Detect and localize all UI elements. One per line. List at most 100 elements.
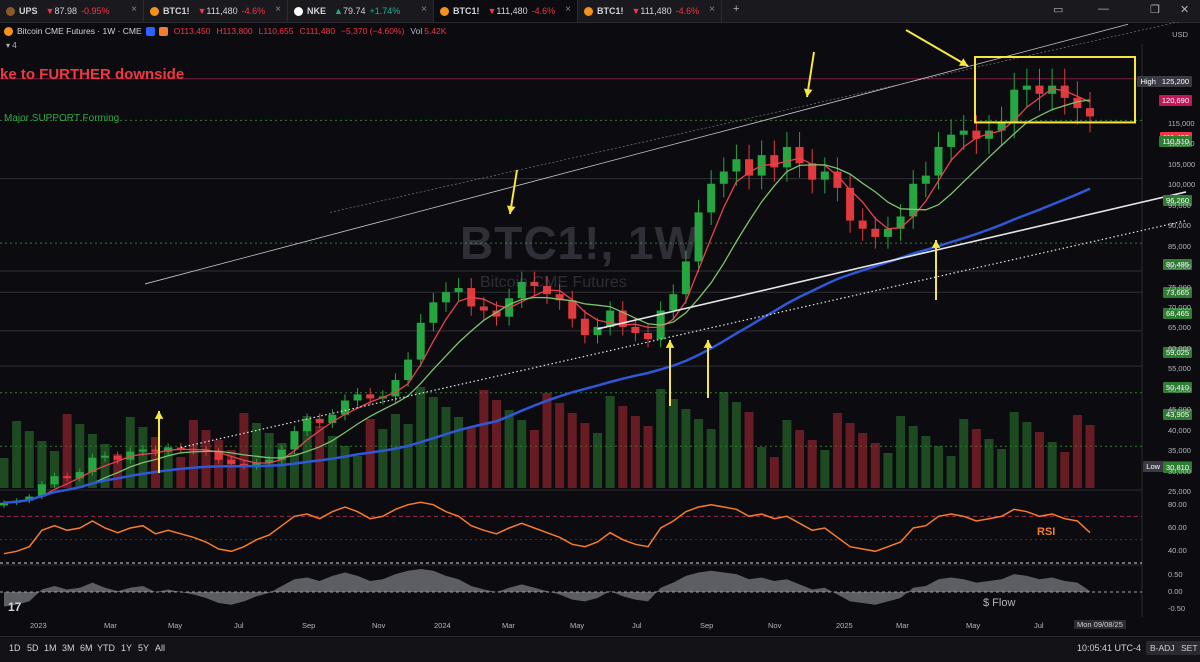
- volume-bar: [62, 414, 72, 488]
- close-tab-icon[interactable]: ×: [275, 4, 281, 15]
- volume-bar: [176, 457, 186, 488]
- price-tick: 90,000: [1168, 221, 1191, 231]
- chart-canvas[interactable]: [0, 22, 1200, 636]
- alert-icon[interactable]: [145, 26, 155, 36]
- price-tick: 85,000: [1168, 241, 1191, 251]
- ema-slow-line: [3, 99, 1091, 504]
- currency-selector[interactable]: USD: [1172, 30, 1188, 39]
- candle-body: [631, 326, 640, 334]
- price-level-label[interactable]: 43,905: [1163, 408, 1192, 420]
- range-button-5d[interactable]: 5D: [27, 643, 39, 653]
- b-adj-button[interactable]: B-ADJ: [1146, 641, 1179, 655]
- volume-bar: [479, 390, 489, 488]
- volume-bar: [454, 417, 464, 488]
- tab-3[interactable]: BTC1! ▼ 111,480 -4.6% ×: [434, 0, 578, 22]
- downside-headline: ke to FURTHER downside: [0, 66, 185, 83]
- close-tab-icon[interactable]: ×: [421, 4, 427, 15]
- range-button-ytd[interactable]: YTD: [97, 643, 115, 653]
- price-level-label[interactable]: 68,465: [1163, 308, 1192, 320]
- price-tick: 50,000: [1168, 384, 1191, 394]
- candle-body: [568, 300, 577, 319]
- candle-body: [833, 171, 842, 188]
- price-level-label[interactable]: 120,690: [1158, 94, 1192, 106]
- price-label-value: 96,260: [1166, 195, 1189, 205]
- time-tick: 2023: [30, 621, 47, 630]
- tab-symbol: UPS: [19, 6, 38, 16]
- tab-0[interactable]: UPS ▼ 87.98 -0.95% ×: [0, 0, 144, 22]
- time-axis[interactable]: 2023 Mar May Jul Sep Nov 2024 Mar May Jul Sep Nov 20…: [0, 617, 1142, 631]
- price-tick: 35,000: [1168, 446, 1191, 456]
- volume-bar: [820, 450, 830, 488]
- range-button-1d[interactable]: 1D: [9, 643, 21, 653]
- restore-icon[interactable]: ❐: [1150, 4, 1160, 16]
- clock[interactable]: 10:05:41 UTC-4: [1077, 643, 1142, 653]
- minimize-icon[interactable]: —: [1098, 3, 1109, 15]
- range-button-1y[interactable]: 1Y: [121, 643, 133, 653]
- candle-body: [947, 134, 956, 147]
- flow-tick: 0.50: [1168, 570, 1183, 579]
- add-tab-button[interactable]: +: [733, 3, 740, 15]
- tradingview-logo[interactable]: 17: [8, 600, 22, 614]
- support-annotation: Major SUPPORT Forming: [4, 113, 120, 124]
- volume-bar: [416, 387, 426, 488]
- volume-bar: [656, 389, 666, 488]
- dividend-icon[interactable]: [158, 26, 168, 36]
- close-tab-icon[interactable]: ×: [565, 4, 571, 15]
- indicator-count[interactable]: ▾ 4: [6, 41, 17, 50]
- candle-body: [353, 394, 362, 401]
- volume-bar: [504, 410, 514, 488]
- flow-tick: -0.50: [1168, 604, 1186, 613]
- rsi-tick: 60.00: [1168, 523, 1187, 532]
- price-label-value: 30,810: [1166, 463, 1189, 473]
- range-button-1m[interactable]: 1M: [44, 643, 57, 653]
- price-level-label[interactable]: 73,665: [1163, 287, 1192, 298]
- price-level-label[interactable]: 96,260: [1163, 194, 1192, 206]
- price-level-label[interactable]: 80,485: [1163, 259, 1192, 271]
- close-tab-icon[interactable]: ×: [709, 4, 715, 15]
- candle-body: [1022, 85, 1031, 90]
- price-level-label[interactable]: 59,025: [1163, 346, 1192, 358]
- tab-4[interactable]: BTC1! ▼ 111,480 -4.6% ×: [578, 0, 722, 22]
- up-arrow-1-head: [154, 411, 164, 419]
- down-arrow-3: [905, 29, 969, 67]
- volume-bar: [1060, 452, 1070, 488]
- close-tab-icon[interactable]: ×: [131, 4, 137, 15]
- up-arrow-3-head: [703, 340, 713, 348]
- candle-body: [644, 333, 653, 340]
- tab-2[interactable]: NKE ▲ 79.74 +1.74% ×: [288, 0, 434, 22]
- range-button-6m[interactable]: 6M: [80, 643, 93, 653]
- range-button-all[interactable]: All: [155, 643, 166, 653]
- price-tick: 55,000: [1168, 364, 1191, 374]
- candle-body: [909, 183, 918, 217]
- legend-open: O113,450: [173, 26, 211, 36]
- volume-bar: [1022, 422, 1032, 488]
- price-level-label[interactable]: High 125,200: [1137, 76, 1192, 88]
- volume-bar: [327, 436, 337, 488]
- close-icon[interactable]: ✕: [1180, 4, 1190, 16]
- range-button-5y[interactable]: 5Y: [138, 643, 150, 653]
- volume-bar: [845, 423, 855, 488]
- candle-body: [239, 463, 248, 466]
- layout-icon[interactable]: ▭: [1053, 4, 1064, 16]
- price-level-label[interactable]: 110,510: [1159, 136, 1192, 148]
- volume-bar: [163, 447, 173, 488]
- range-button-3m[interactable]: 3M: [62, 643, 75, 653]
- tab-price: 79.74: [342, 6, 366, 16]
- tab-1[interactable]: BTC1! ▼ 111,480 -4.6% ×: [144, 0, 288, 22]
- volume-bar: [706, 429, 716, 488]
- tab-change: -4.6%: [241, 6, 266, 16]
- volume-bar: [555, 403, 565, 488]
- volume-bar: [340, 446, 350, 488]
- price-label-value: 68,465: [1166, 309, 1189, 319]
- candle-body: [808, 163, 817, 180]
- settings-button[interactable]: SET: [1177, 641, 1200, 655]
- legend-title[interactable]: Bitcoin CME Futures · 1W · CME: [17, 26, 142, 36]
- chart-legend: Bitcoin CME Futures · 1W · CME O113,450 …: [4, 26, 446, 36]
- price-level-label[interactable]: 50,410: [1163, 382, 1192, 394]
- candle-body: [315, 418, 324, 423]
- volume-bar: [580, 423, 590, 488]
- candle-body: [151, 449, 160, 452]
- candle-body: [871, 228, 880, 237]
- price-level-label[interactable]: 30,810: [1163, 462, 1192, 474]
- candle-body: [593, 326, 602, 336]
